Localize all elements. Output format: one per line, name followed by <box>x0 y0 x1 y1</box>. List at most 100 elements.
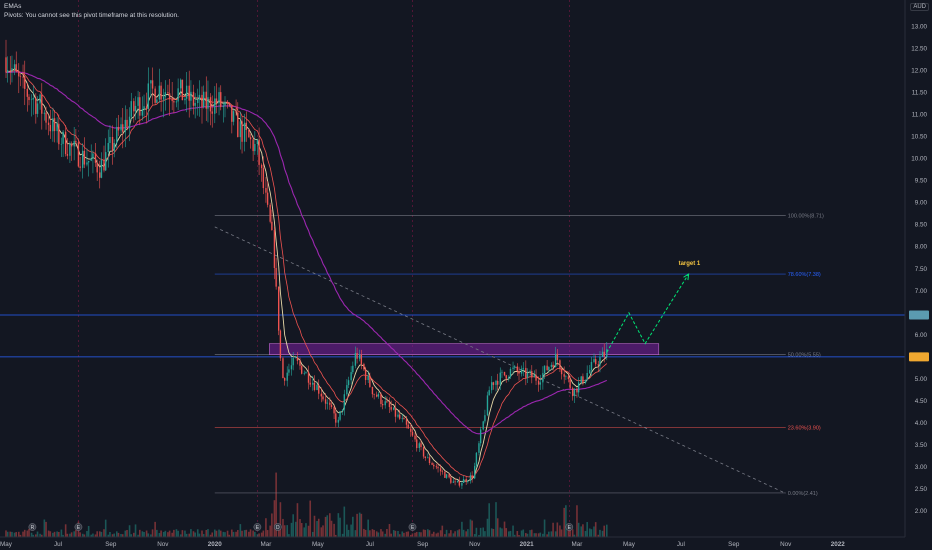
volume-bar <box>569 529 571 537</box>
target-projection[interactable]: target 1 <box>606 261 701 353</box>
candle-body <box>520 368 523 374</box>
volume-bar <box>111 534 114 537</box>
volume-bar <box>53 531 56 537</box>
volume-bar <box>309 500 312 537</box>
volume-bar <box>194 532 196 537</box>
volume-bar <box>580 526 583 537</box>
volume-bar <box>337 513 340 537</box>
volume-bar <box>305 523 307 537</box>
candle-body <box>403 418 405 420</box>
volume-bar <box>588 528 591 537</box>
candle-body <box>573 388 576 397</box>
price-tick: 4.50 <box>915 398 928 405</box>
candle-body <box>394 407 397 417</box>
candle-body <box>147 83 150 109</box>
time-tick: May <box>312 541 325 548</box>
volume-bar <box>486 518 489 537</box>
candle-body <box>248 129 250 138</box>
volume-bar <box>58 531 60 537</box>
time-tick: Nov <box>469 541 481 548</box>
event-marker-circle <box>28 523 37 531</box>
volume-bar <box>565 505 567 537</box>
volume-bar <box>23 529 26 537</box>
candle-body <box>116 126 118 143</box>
candle-body <box>83 150 86 165</box>
candle-body <box>418 443 421 449</box>
volume-bar <box>266 530 269 537</box>
volume-bar <box>409 534 412 537</box>
time-axis[interactable]: May Jul Sep Nov 2020 Mar May Jul Sep Nov 2021 Mar Ma… <box>0 536 932 550</box>
price-tick: 2.50 <box>915 486 928 493</box>
time-tick: Mar <box>572 541 583 548</box>
candle-body <box>593 359 595 362</box>
horizontal-lines[interactable] <box>0 314 905 358</box>
volume-bar <box>147 533 150 537</box>
candle-body <box>377 393 380 397</box>
candle-body <box>560 368 563 375</box>
candle-body <box>154 88 156 103</box>
resistance-zone[interactable] <box>269 343 660 355</box>
volume-bar <box>381 531 384 537</box>
volume-bar <box>556 522 559 537</box>
candle-body <box>535 375 537 381</box>
volume-bar <box>209 534 212 537</box>
candle-body <box>371 386 374 395</box>
volume-bar <box>60 529 63 537</box>
candle-body <box>313 382 316 391</box>
volume-bar <box>121 534 124 537</box>
candle-body <box>595 359 597 365</box>
volume-bar <box>133 532 135 537</box>
volume-bar <box>347 529 350 537</box>
price-axis[interactable]: 13.00 12.50 12.00 11.50 11.00 10.50 10.00 9.50 9… <box>904 0 932 550</box>
legend-pivots[interactable]: Pivots: You cannot see this pivot timefr… <box>4 12 179 19</box>
price-tick: 12.00 <box>911 68 927 75</box>
price-tick: 9.00 <box>915 200 928 207</box>
volume-bar <box>375 531 378 537</box>
candle-body <box>312 382 314 385</box>
price-tick: 11.00 <box>912 112 928 119</box>
candle-body <box>473 466 476 479</box>
event-marker-circle <box>253 523 262 531</box>
volume-bar <box>198 533 201 537</box>
candle-body <box>175 101 178 103</box>
volume-bar <box>22 531 24 537</box>
volume-bar <box>107 534 110 537</box>
volume-bar <box>213 529 216 537</box>
volume-bar <box>185 533 188 537</box>
candle-body <box>462 479 465 483</box>
volume-bar <box>201 530 203 537</box>
candle-body <box>239 121 242 138</box>
candle-body <box>277 286 280 331</box>
candle-body <box>526 372 529 378</box>
candle-body <box>427 457 429 459</box>
volume-bar <box>70 532 73 537</box>
volume-bar <box>584 530 587 537</box>
volume-bar <box>104 519 107 537</box>
candle-body <box>203 91 205 108</box>
candle-body <box>218 92 220 104</box>
volume-bar <box>407 531 410 537</box>
candle-body <box>307 372 310 383</box>
candle-body <box>350 372 352 381</box>
candle-body <box>47 122 50 125</box>
candle-body <box>422 447 425 457</box>
candle-body <box>431 463 433 465</box>
candle-body <box>305 372 307 374</box>
volume-bar <box>369 530 371 537</box>
volume-bar <box>533 533 536 537</box>
candle-body <box>471 475 473 479</box>
currency-label[interactable]: AUD <box>910 3 929 11</box>
candle-body <box>56 123 58 132</box>
candlesticks <box>5 39 608 490</box>
candle-body <box>309 382 311 385</box>
candle-body <box>525 367 527 378</box>
candle-body <box>122 124 124 132</box>
volume-bar <box>188 533 191 537</box>
volume-bar <box>503 521 506 537</box>
volume-bar <box>424 529 427 537</box>
volume-bar <box>128 525 131 537</box>
legend-emas[interactable]: EMAs <box>4 3 22 10</box>
volume-bar <box>43 519 46 537</box>
